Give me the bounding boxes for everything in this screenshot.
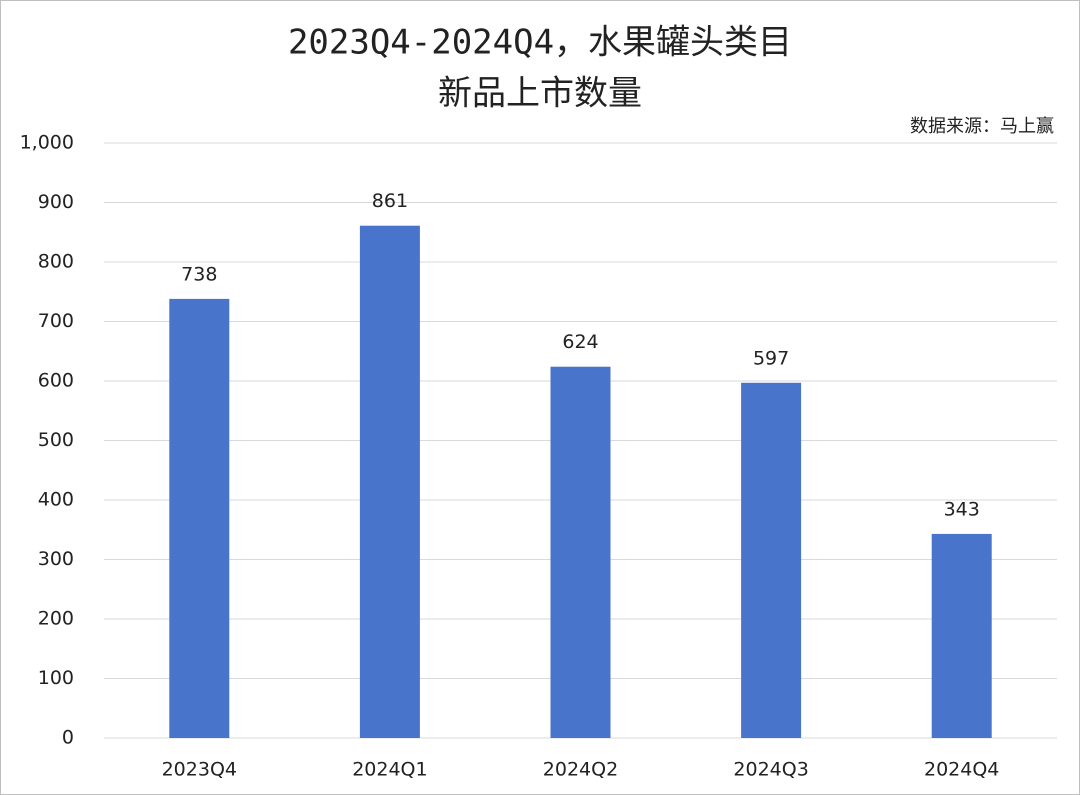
bar: [550, 366, 611, 738]
y-tick-label: 0: [62, 727, 74, 749]
y-tick-label: 800: [38, 251, 74, 273]
x-tick-label: 2023Q4: [162, 759, 237, 781]
source-note: 数据来源：马上赢: [910, 115, 1054, 137]
y-tick-label: 600: [38, 370, 74, 392]
x-tick-label: 2024Q2: [543, 759, 618, 781]
value-label: 738: [181, 263, 217, 285]
x-tick-label: 2024Q4: [924, 759, 999, 781]
y-tick-label: 900: [38, 191, 74, 213]
bar: [741, 382, 802, 738]
y-tick-label: 500: [38, 429, 74, 451]
value-label: 343: [944, 498, 980, 520]
bar: [359, 225, 420, 738]
chart-title: 新品上市数量: [438, 74, 642, 114]
y-tick-label: 200: [38, 608, 74, 630]
x-tick-label: 2024Q3: [733, 759, 808, 781]
value-label: 861: [372, 190, 408, 212]
bar: [169, 298, 230, 738]
bar: [931, 533, 992, 738]
y-tick-label: 400: [38, 489, 74, 511]
chart-title: 2023Q4-2024Q4，水果罐头类目: [288, 23, 792, 63]
value-label: 624: [562, 331, 598, 353]
y-tick-label: 700: [38, 310, 74, 332]
x-tick-label: 2024Q1: [352, 759, 427, 781]
y-tick-label: 1,000: [20, 132, 74, 154]
value-label: 597: [753, 347, 789, 369]
y-tick-label: 100: [38, 667, 74, 689]
y-tick-label: 300: [38, 548, 74, 570]
